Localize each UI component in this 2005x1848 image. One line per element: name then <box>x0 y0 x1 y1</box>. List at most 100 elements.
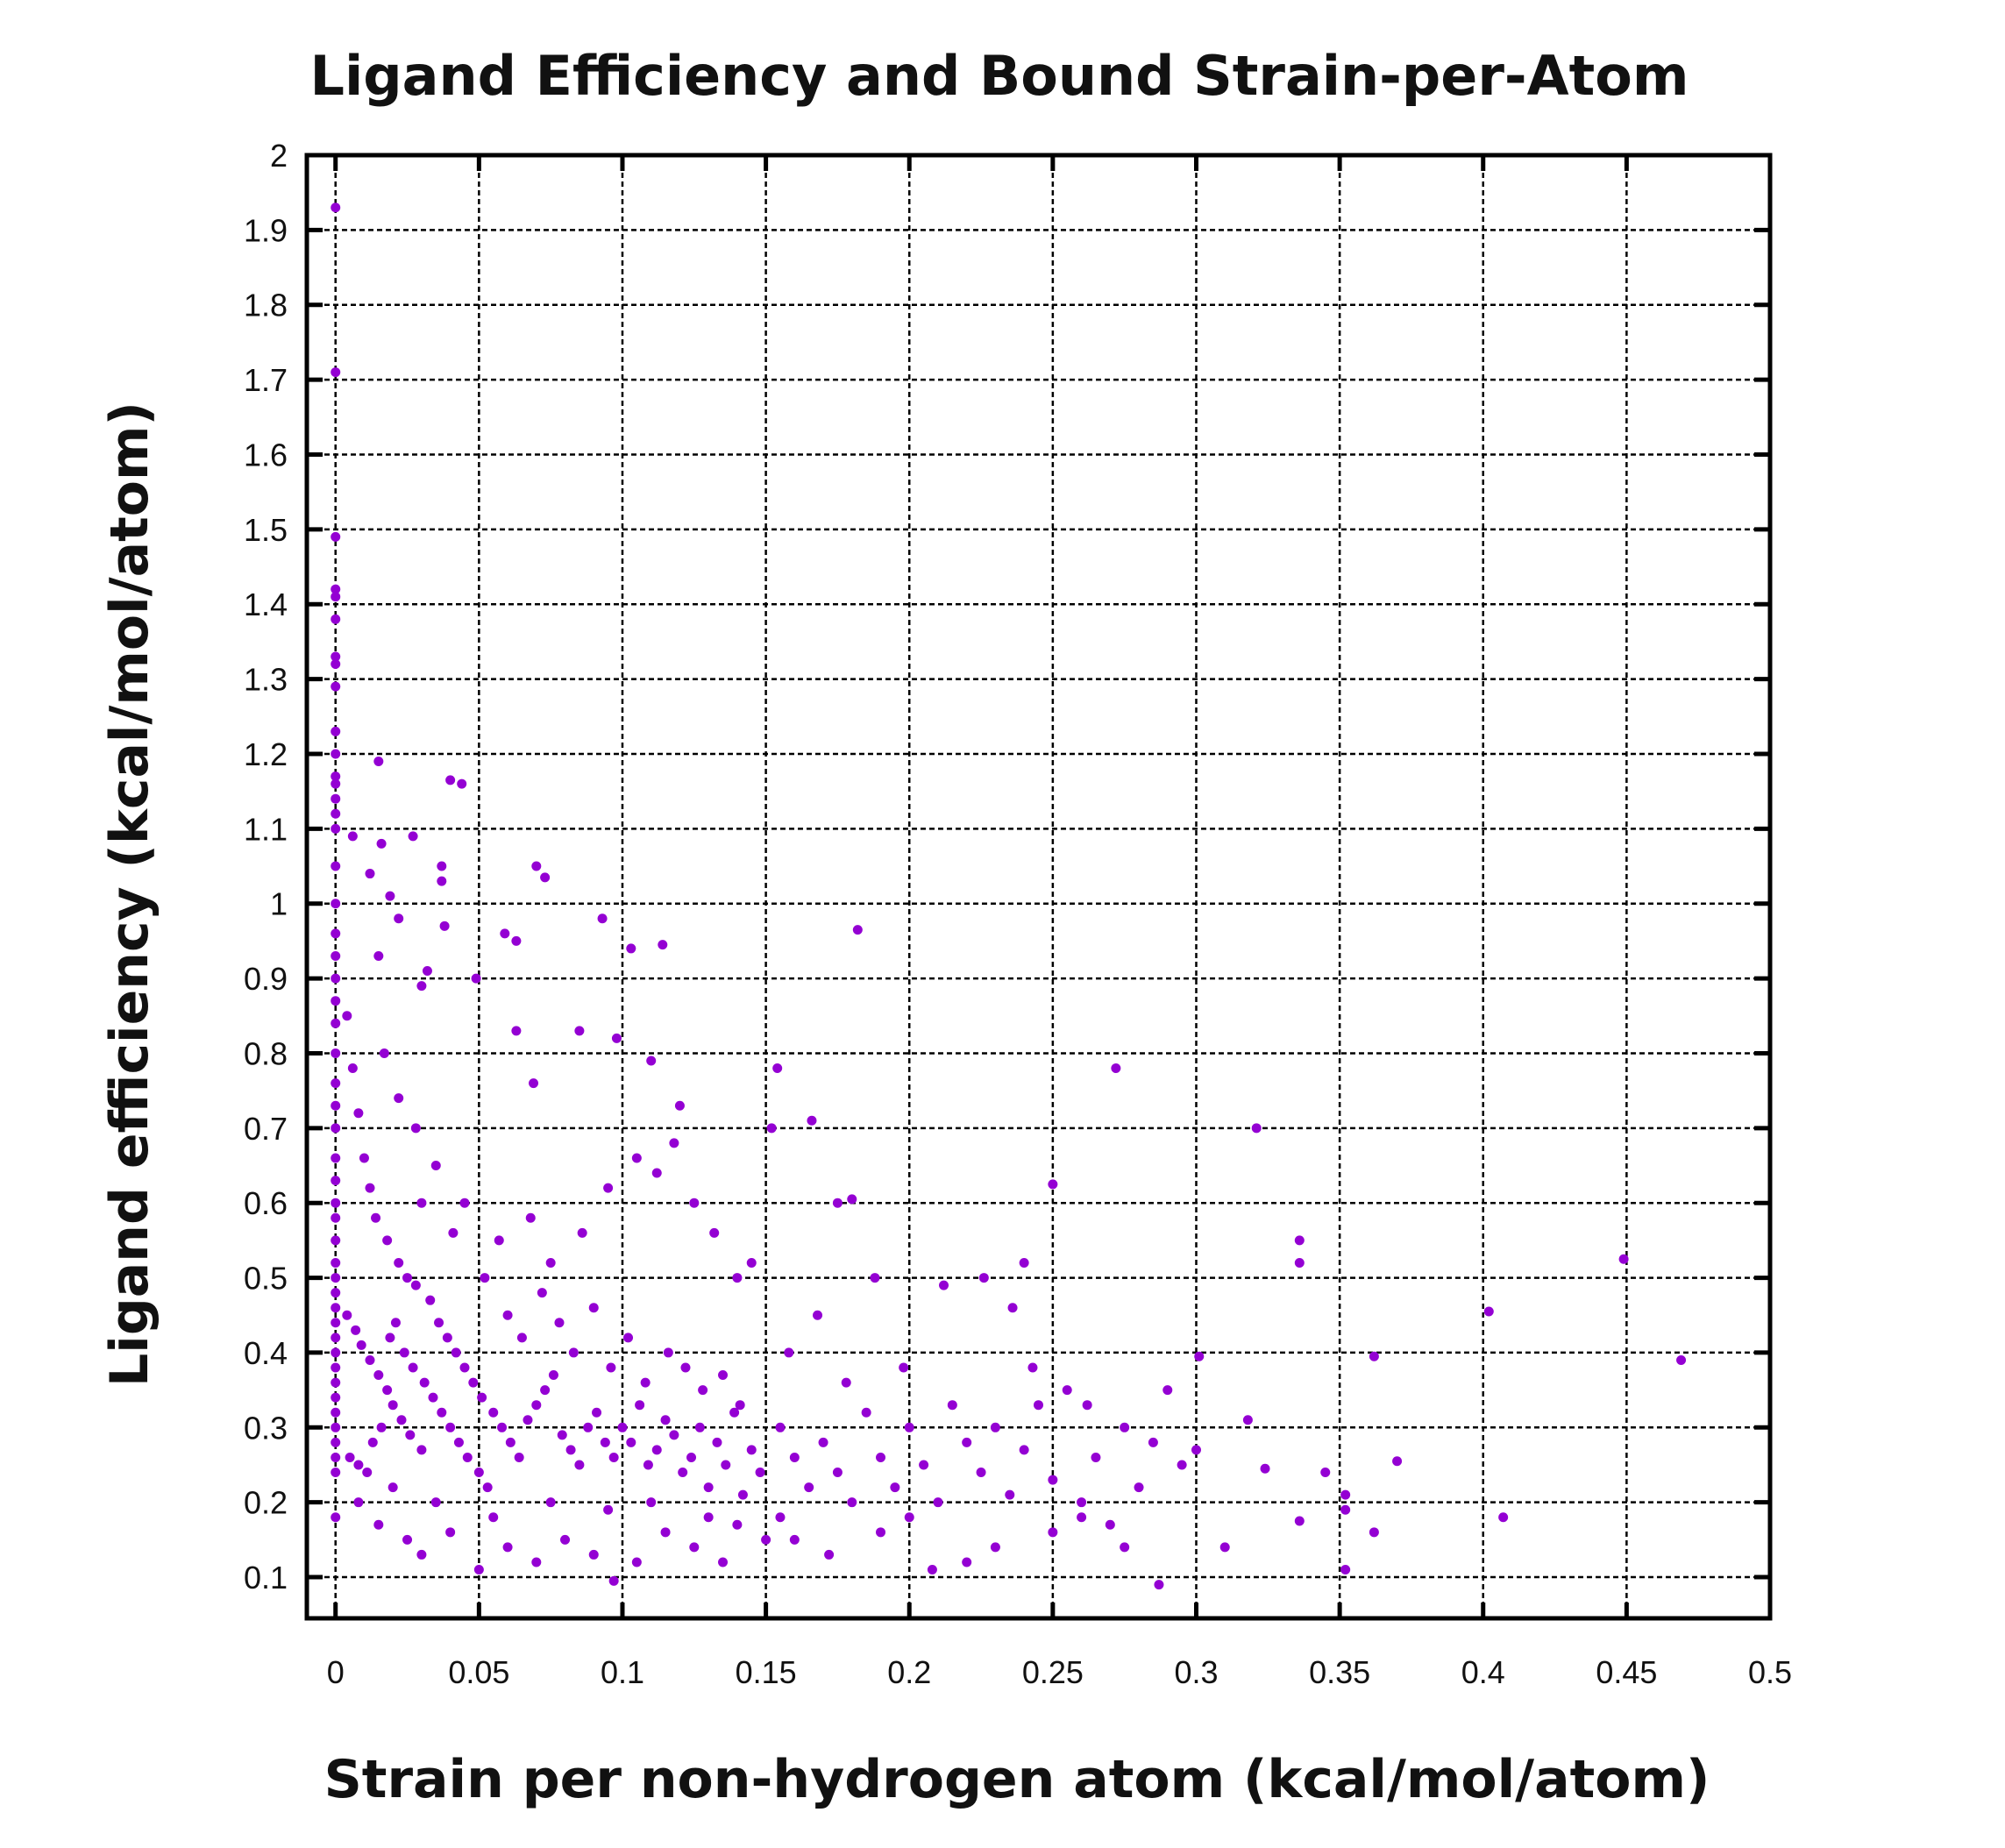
data-point <box>643 1460 653 1470</box>
data-point <box>428 1392 438 1403</box>
data-point <box>1007 1303 1018 1313</box>
y-tick-label: 0.6 <box>244 1185 288 1221</box>
data-point <box>592 1407 602 1418</box>
data-point <box>703 1482 714 1493</box>
data-point <box>448 1227 459 1238</box>
data-point <box>531 861 542 871</box>
data-point <box>331 1153 341 1163</box>
data-point <box>353 1108 364 1119</box>
data-point <box>577 1227 587 1238</box>
data-point <box>1191 1445 1201 1455</box>
data-point <box>451 1347 461 1358</box>
data-point <box>331 899 341 909</box>
data-point <box>331 1362 341 1373</box>
data-point <box>331 531 341 542</box>
data-point <box>385 891 395 901</box>
y-tick-label: 0.1 <box>244 1560 288 1596</box>
data-point <box>1294 1235 1305 1246</box>
data-point <box>660 1527 671 1538</box>
data-point <box>1498 1512 1509 1523</box>
data-point <box>331 726 341 736</box>
data-point <box>523 1415 533 1425</box>
x-tick-labels: 0 0.05 0.1 0.15 0.2 0.25 0.3 0.35 0.4 0.45 0.5 <box>327 1654 1792 1690</box>
data-point <box>1048 1475 1058 1485</box>
x-tick-label: 0.5 <box>1748 1654 1792 1690</box>
data-point <box>847 1194 857 1205</box>
data-point <box>331 1212 341 1223</box>
data-point <box>784 1347 794 1358</box>
data-point <box>611 1033 622 1043</box>
x-tick-label: 0.45 <box>1596 1654 1657 1690</box>
data-point <box>331 1018 341 1028</box>
data-point <box>416 1445 427 1455</box>
x-tick-label: 0.4 <box>1461 1654 1505 1690</box>
data-point <box>331 367 341 378</box>
data-points <box>331 203 1687 1590</box>
data-point <box>1676 1354 1687 1365</box>
data-point <box>904 1512 914 1523</box>
data-point <box>430 1497 441 1508</box>
data-point <box>568 1347 579 1358</box>
y-tick-label: 1.4 <box>244 586 288 622</box>
data-point <box>660 1415 671 1425</box>
data-point <box>540 1385 551 1396</box>
data-point <box>488 1512 499 1523</box>
data-point <box>635 1400 645 1411</box>
data-point <box>608 1575 619 1586</box>
data-point <box>356 1340 366 1350</box>
data-point <box>390 1318 401 1328</box>
data-point <box>376 838 387 849</box>
data-point <box>482 1482 493 1493</box>
x-tick-label: 0.25 <box>1022 1654 1084 1690</box>
data-point <box>422 966 432 977</box>
data-point <box>597 913 608 924</box>
data-point <box>718 1557 729 1567</box>
data-point <box>331 1512 341 1523</box>
data-point <box>651 1445 662 1455</box>
data-point <box>772 1063 783 1074</box>
data-point <box>345 1452 355 1462</box>
data-point <box>385 1333 395 1343</box>
data-point <box>445 1527 456 1538</box>
data-point <box>331 681 341 692</box>
x-tick-label: 0.3 <box>1174 1654 1218 1690</box>
data-point <box>678 1468 688 1478</box>
data-point <box>626 943 636 954</box>
data-point <box>1048 1527 1058 1538</box>
data-point <box>331 1123 341 1134</box>
data-point <box>331 861 341 871</box>
y-tick-label: 1.7 <box>244 362 288 398</box>
data-point <box>331 614 341 624</box>
data-point <box>1162 1385 1173 1396</box>
data-point <box>511 935 522 946</box>
data-point <box>434 1318 444 1328</box>
data-point <box>1294 1257 1305 1268</box>
data-point <box>1177 1460 1187 1470</box>
data-point <box>698 1385 708 1396</box>
data-point <box>500 928 510 939</box>
data-point <box>876 1452 886 1462</box>
data-point <box>646 1497 657 1508</box>
data-point <box>927 1565 937 1575</box>
data-point <box>1392 1456 1403 1467</box>
data-point <box>331 1333 341 1343</box>
data-point <box>746 1257 757 1268</box>
data-point <box>1340 1489 1351 1500</box>
data-point <box>331 996 341 1006</box>
data-point <box>419 1377 430 1388</box>
data-point <box>331 808 341 819</box>
data-point <box>746 1445 757 1455</box>
data-point <box>804 1482 814 1493</box>
data-point <box>471 973 481 984</box>
data-point <box>331 203 341 213</box>
data-point <box>353 1460 364 1470</box>
data-point <box>775 1422 786 1432</box>
y-tick-label: 1.1 <box>244 811 288 847</box>
data-point <box>387 1482 398 1493</box>
y-tick-label: 1.9 <box>244 212 288 248</box>
data-point <box>789 1452 800 1462</box>
data-point <box>347 831 358 842</box>
data-point <box>416 1198 427 1208</box>
data-point <box>459 1362 470 1373</box>
